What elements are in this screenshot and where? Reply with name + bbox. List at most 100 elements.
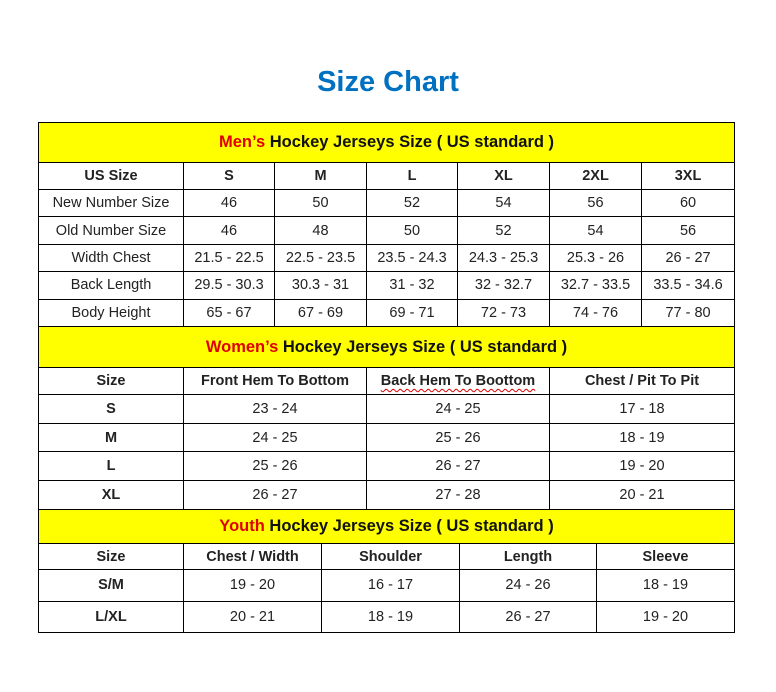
column-header-label: Size bbox=[96, 373, 126, 389]
table-row: S 23 - 24 24 - 25 17 - 18 bbox=[38, 394, 736, 424]
table-row: New Number Size 46 50 52 54 56 60 bbox=[38, 188, 736, 218]
table-cell: 74 - 76 bbox=[549, 298, 642, 327]
column-header-label: S bbox=[224, 168, 234, 184]
men-band-row: Men’s Hockey Jerseys Size ( US standard … bbox=[37, 122, 736, 163]
table-cell: 18 - 19 bbox=[548, 422, 736, 453]
column-header: Back Hem To Boottom bbox=[366, 367, 550, 395]
table-cell: 50 bbox=[366, 216, 458, 245]
table-cell: 60 bbox=[640, 188, 736, 218]
column-header: M bbox=[274, 162, 367, 190]
row-label: Old Number Size bbox=[38, 216, 184, 245]
table-row: Width Chest 21.5 - 22.5 22.5 - 23.5 23.5 - … bbox=[38, 243, 736, 273]
column-header: S bbox=[183, 162, 275, 190]
men-band-highlight: Men’s bbox=[219, 133, 266, 151]
row-label: S/M bbox=[38, 569, 184, 602]
column-header-label: Chest / Pit To Pit bbox=[584, 373, 700, 389]
table-cell: 19 - 20 bbox=[595, 600, 736, 633]
column-header-label: L bbox=[407, 168, 417, 184]
column-header-label: 2XL bbox=[582, 168, 609, 184]
table-cell: 19 - 20 bbox=[548, 451, 736, 482]
table-cell: 25 - 26 bbox=[183, 451, 367, 482]
table-row: Old Number Size 46 48 50 52 54 56 bbox=[38, 216, 736, 245]
table-cell: 32.7 - 33.5 bbox=[549, 271, 642, 300]
youth-band-title: Youth Hockey Jerseys Size ( US standard … bbox=[37, 509, 736, 544]
column-header: Sleeve bbox=[595, 543, 736, 570]
table-cell: 52 bbox=[366, 188, 458, 218]
column-header: Length bbox=[459, 543, 597, 570]
column-header: Chest / Width bbox=[183, 543, 322, 570]
table-cell: 24 - 26 bbox=[459, 569, 597, 602]
table-cell: 52 bbox=[457, 216, 550, 245]
table-row: XL 26 - 27 27 - 28 20 - 21 bbox=[38, 480, 736, 510]
row-label: Width Chest bbox=[38, 243, 184, 273]
table-cell: 30.3 - 31 bbox=[274, 271, 367, 300]
table-cell: 20 - 21 bbox=[548, 480, 736, 510]
table-cell: 26 - 27 bbox=[183, 480, 367, 510]
column-header-label: Length bbox=[503, 548, 553, 565]
column-header: US Size bbox=[38, 162, 184, 190]
table-cell: 20 - 21 bbox=[183, 600, 322, 633]
column-header: 2XL bbox=[549, 162, 642, 190]
men-band-title: Men’s Hockey Jerseys Size ( US standard … bbox=[37, 122, 736, 163]
table-cell: 56 bbox=[640, 216, 736, 245]
table-cell: 24 - 25 bbox=[183, 422, 367, 453]
column-header-label: Chest / Width bbox=[206, 548, 299, 565]
row-label: Body Height bbox=[38, 298, 184, 327]
youth-band-text: Hockey Jerseys Size ( US standard ) bbox=[264, 517, 554, 535]
column-header: XL bbox=[457, 162, 550, 190]
table-cell: 50 bbox=[274, 188, 367, 218]
table-cell: 65 - 67 bbox=[183, 298, 275, 327]
table-cell: 25.3 - 26 bbox=[549, 243, 642, 273]
table-cell: 27 - 28 bbox=[366, 480, 550, 510]
column-header-label: 3XL bbox=[674, 168, 702, 184]
youth-header-row: Size Chest / Width Shoulder Length Sleeve bbox=[38, 543, 736, 570]
column-header-label: Sleeve bbox=[642, 548, 689, 565]
column-header-label: Shoulder bbox=[359, 548, 422, 565]
table-cell: 72 - 73 bbox=[457, 298, 550, 327]
table-cell: 54 bbox=[549, 216, 642, 245]
column-header: Front Hem To Bottom bbox=[183, 367, 367, 395]
table-cell: 26 - 27 bbox=[640, 243, 736, 273]
table-cell: 21.5 - 22.5 bbox=[183, 243, 275, 273]
youth-band-highlight: Youth bbox=[219, 517, 265, 535]
women-band-text: Hockey Jerseys Size ( US standard ) bbox=[278, 337, 568, 356]
table-cell: 29.5 - 30.3 bbox=[183, 271, 275, 300]
column-header-label: Front Hem To Bottom bbox=[201, 373, 349, 389]
column-header-label: US Size bbox=[84, 168, 138, 184]
table-cell: 56 bbox=[549, 188, 642, 218]
table-cell: 23 - 24 bbox=[183, 394, 367, 424]
table-cell: 24 - 25 bbox=[366, 394, 550, 424]
row-label: S bbox=[38, 394, 184, 424]
table-cell: 46 bbox=[183, 216, 275, 245]
table-cell: 69 - 71 bbox=[366, 298, 458, 327]
column-header-label: Back Hem To Boottom bbox=[380, 373, 536, 389]
column-header: Size bbox=[38, 543, 184, 570]
men-band-text: Hockey Jerseys Size ( US standard ) bbox=[265, 133, 555, 151]
women-header-row: Size Front Hem To Bottom Back Hem To Boott… bbox=[38, 367, 736, 395]
mens-size-table: Men’s Hockey Jerseys Size ( US standard … bbox=[37, 122, 736, 327]
row-label: New Number Size bbox=[38, 188, 184, 218]
row-label: L/XL bbox=[38, 600, 184, 633]
row-label: L bbox=[38, 451, 184, 482]
page-title: Size Chart bbox=[317, 66, 459, 98]
women-band-highlight: Women’s bbox=[205, 337, 279, 356]
column-header: 3XL bbox=[640, 162, 736, 190]
table-cell: 48 bbox=[274, 216, 367, 245]
column-header: L bbox=[366, 162, 458, 190]
women-band-row: Women’s Hockey Jerseys Size ( US standar… bbox=[37, 326, 736, 368]
column-header: Shoulder bbox=[321, 543, 460, 570]
column-header-label: XL bbox=[494, 168, 513, 184]
table-row: S/M 19 - 20 16 - 17 24 - 26 18 - 19 bbox=[38, 569, 736, 602]
column-header: Chest / Pit To Pit bbox=[548, 367, 736, 395]
table-row: Back Length 29.5 - 30.3 30.3 - 31 31 - 32 32… bbox=[38, 271, 736, 300]
table-cell: 67 - 69 bbox=[274, 298, 367, 327]
table-cell: 33.5 - 34.6 bbox=[640, 271, 736, 300]
table-cell: 32 - 32.7 bbox=[457, 271, 550, 300]
table-cell: 22.5 - 23.5 bbox=[274, 243, 367, 273]
table-cell: 26 - 27 bbox=[366, 451, 550, 482]
table-cell: 77 - 80 bbox=[640, 298, 736, 327]
table-cell: 16 - 17 bbox=[321, 569, 460, 602]
table-cell: 54 bbox=[457, 188, 550, 218]
men-header-row: US Size S M L XL 2XL 3XL bbox=[38, 162, 736, 190]
table-cell: 31 - 32 bbox=[366, 271, 458, 300]
